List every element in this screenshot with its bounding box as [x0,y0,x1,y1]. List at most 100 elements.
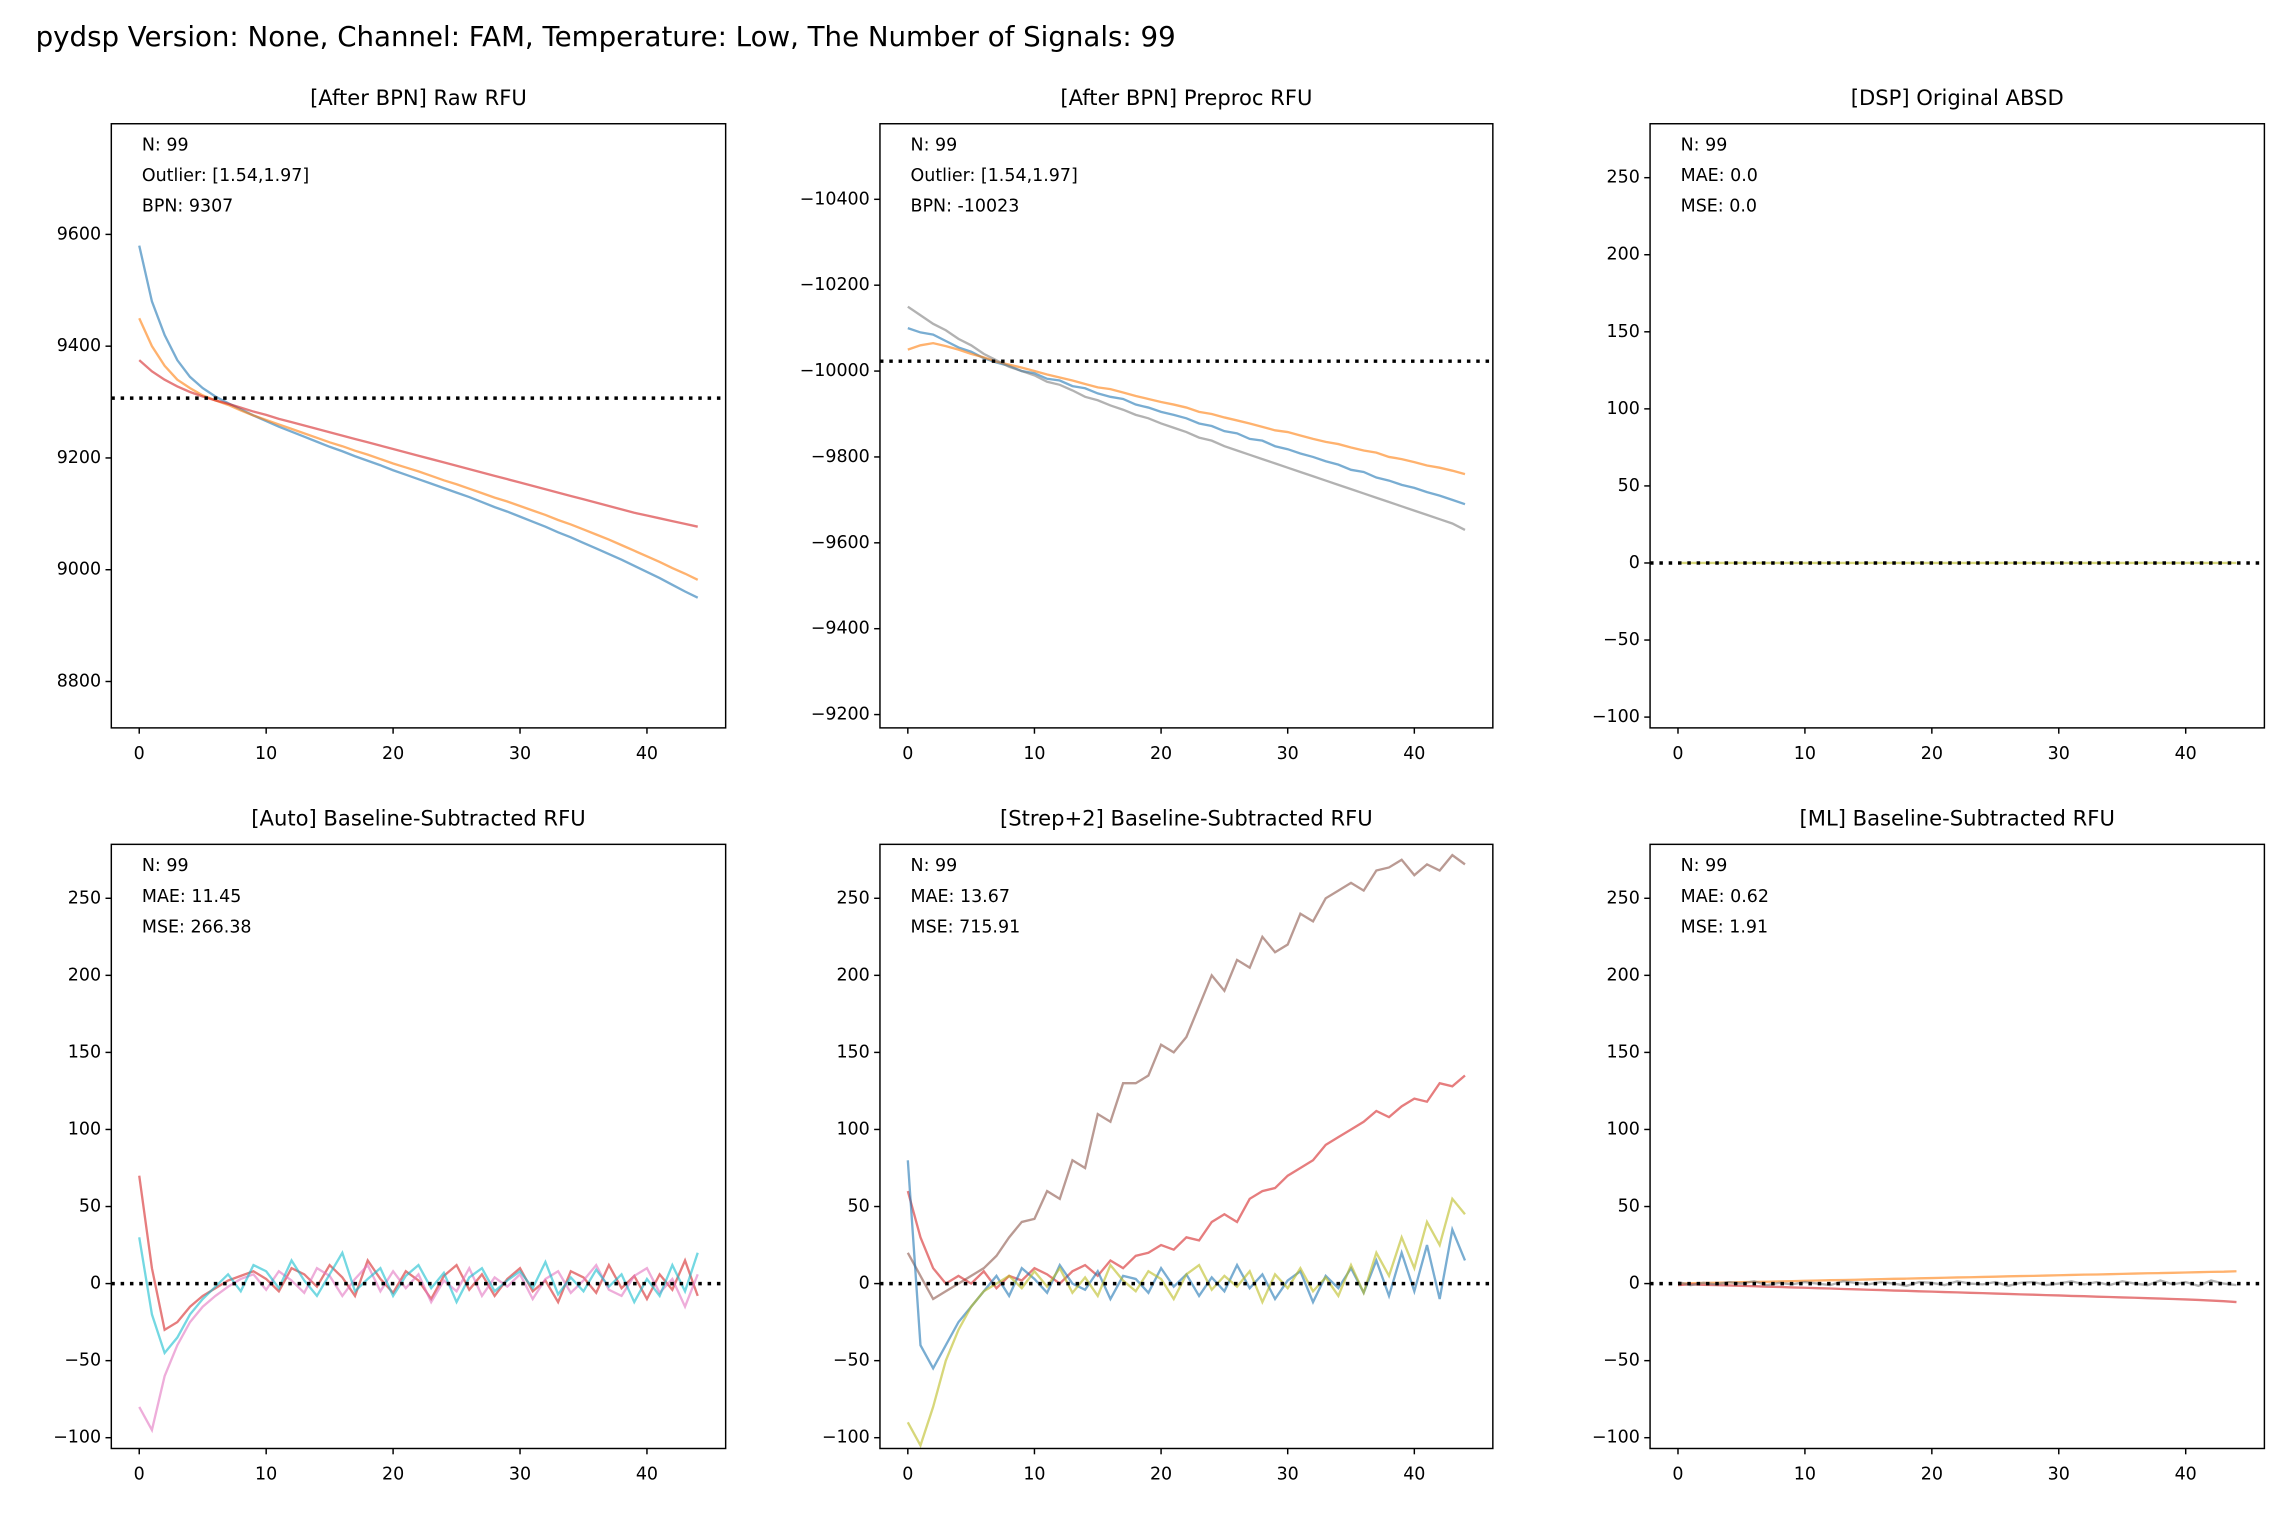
y-tick-label: 8800 [57,671,101,691]
y-tick-label: −10000 [800,361,870,381]
y-tick-label: 100 [836,1119,869,1139]
y-tick-label: 9200 [57,448,101,468]
subplot: 8800 9000 9200 9400 9600 0 10 20 30 40 [After BPN]… [57,85,727,764]
x-tick-label: 40 [1403,744,1425,764]
y-tick-label: 200 [1607,965,1640,985]
y-tick-label: 250 [1607,888,1640,908]
subplot: −9200 −9400 −9600 −9800 −10000 −10200 −10400 0 1… [800,85,1494,764]
y-tick-label: 250 [1607,168,1640,188]
y-tick-label: 0 [90,1274,101,1294]
annotation: N: 99 [1681,136,1728,156]
subplot-title: [After BPN] Preproc RFU [1060,85,1312,110]
y-tick-label: −100 [822,1428,870,1448]
y-tick-label: −9200 [811,705,870,725]
annotation: N: 99 [911,136,958,156]
x-tick-label: 30 [509,744,531,764]
x-tick-label: 0 [134,1465,145,1485]
x-tick-label: 10 [1023,744,1045,764]
signal-line [907,305,1466,531]
x-tick-label: 30 [509,1465,531,1485]
subplot-title: [Strep+2] Baseline-Subtracted RFU [1000,806,1373,831]
y-tick-label: 50 [1618,1197,1640,1217]
y-tick-label: 0 [1629,553,1640,573]
x-tick-label: 30 [1277,1465,1299,1485]
signal-line [138,359,698,528]
y-tick-label: 100 [1607,399,1640,419]
y-tick-label: 9400 [57,336,101,356]
y-tick-label: 150 [1607,1042,1640,1062]
annotation: MSE: 0.0 [1681,197,1757,217]
y-tick-label: −9800 [811,447,870,467]
annotation: N: 99 [911,856,958,876]
signal-line [138,1237,699,1356]
annotation: N: 99 [1681,856,1728,876]
y-tick-label: 9000 [57,560,101,580]
y-tick-label: 0 [1629,1274,1640,1294]
axes-frame [110,123,727,729]
y-tick-label: 9600 [57,224,101,244]
signal-line [1677,1270,2237,1285]
x-tick-label: 30 [2048,1465,2070,1485]
signal-line [1677,1283,2237,1304]
axes-frame [879,123,1494,729]
x-tick-label: 20 [382,1465,404,1485]
y-tick-label: 150 [836,1042,869,1062]
y-tick-label: −100 [1592,707,1640,727]
y-tick-label: −9600 [811,533,870,553]
signal-line [906,853,1466,1301]
x-tick-label: 10 [1794,1465,1816,1485]
subplot: −100 −50 0 50 100 150 200 250 0 10 20 30 40 [Auto] Ba… [53,806,727,1485]
x-tick-label: 10 [255,744,277,764]
y-tick-label: −100 [53,1428,101,1448]
axes-frame [110,843,727,1450]
subplot: −100 −50 0 50 100 150 200 250 0 10 20 30 40 [Strep+2]… [822,806,1494,1485]
x-tick-label: 20 [1150,744,1172,764]
y-tick-label: 200 [836,965,869,985]
y-tick-label: −50 [1603,1351,1640,1371]
subplot-title: [Auto] Baseline-Subtracted RFU [251,806,585,831]
x-tick-label: 40 [636,1465,658,1485]
y-tick-label: 200 [1607,245,1640,265]
annotation: MAE: 0.62 [1681,887,1769,907]
y-tick-label: 100 [1607,1119,1640,1139]
y-tick-label: −10200 [800,275,870,295]
x-tick-label: 40 [636,744,658,764]
subplot-title: [ML] Baseline-Subtracted RFU [1800,806,2115,831]
x-tick-label: 0 [1672,1465,1683,1485]
y-tick-label: 250 [836,888,869,908]
x-tick-label: 10 [1023,1465,1045,1485]
y-tick-label: −9400 [811,619,870,639]
y-tick-label: 200 [68,965,101,985]
y-tick-label: 250 [68,888,101,908]
x-tick-label: 20 [1921,744,1943,764]
annotation: MAE: 0.0 [1681,166,1758,186]
x-tick-label: 20 [1921,1465,1943,1485]
y-tick-label: −100 [1592,1428,1640,1448]
y-tick-label: 50 [79,1197,101,1217]
annotation: MSE: 266.38 [142,917,252,937]
x-tick-label: 0 [902,1465,913,1485]
annotation: MSE: 1.91 [1681,917,1768,937]
axes-frame [1649,123,2266,729]
signal-line [906,1196,1466,1449]
annotation: BPN: -10023 [911,197,1020,217]
axes-frame [1649,843,2266,1450]
y-tick-label: 150 [68,1042,101,1062]
x-tick-label: 30 [2048,744,2070,764]
x-tick-label: 0 [902,744,913,764]
y-tick-label: 0 [859,1274,870,1294]
x-tick-label: 20 [1150,1465,1172,1485]
subplot: −100 −50 0 50 100 150 200 250 0 10 20 30 40 [ML] Base… [1592,806,2266,1485]
signal-line [1677,1279,2237,1288]
x-tick-label: 30 [1277,744,1299,764]
x-tick-label: 40 [1403,1465,1425,1485]
subplot-title: [After BPN] Raw RFU [310,85,527,110]
y-tick-label: −50 [833,1351,870,1371]
y-tick-label: −10400 [800,189,870,209]
x-tick-label: 0 [1672,744,1683,764]
subplot-title: [DSP] Original ABSD [1851,85,2064,110]
annotation: Outlier: [1.54,1.97] [142,166,309,186]
